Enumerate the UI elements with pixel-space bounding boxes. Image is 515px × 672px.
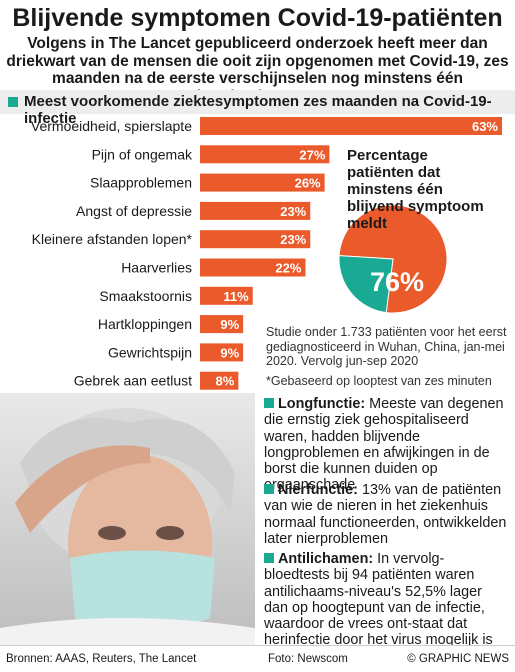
bar <box>200 315 244 334</box>
footer-copyright: © GRAPHIC NEWS <box>407 653 509 665</box>
footer-photo-credit: Foto: Newscom <box>268 653 348 665</box>
bar <box>200 371 239 390</box>
info-square-icon <box>264 553 274 563</box>
info-head: Antilichamen: <box>278 551 374 567</box>
category-label: Haarverlies <box>121 260 192 276</box>
category-label: Hartkloppingen <box>98 316 192 332</box>
info-nierfunctie: Nierfunctie: 13% van de patiënten van wi… <box>264 482 509 547</box>
value-label: 23% <box>280 204 306 219</box>
bar <box>200 201 311 220</box>
value-label: 23% <box>280 232 306 247</box>
bar <box>200 173 325 192</box>
value-label: 11% <box>223 289 249 304</box>
info-square-icon <box>264 398 274 408</box>
study-note: Studie onder 1.733 patiënten voor het ee… <box>266 325 507 368</box>
bar <box>200 145 330 164</box>
bar <box>200 343 244 362</box>
section-square-icon <box>8 97 18 107</box>
footer-sources: Bronnen: AAAS, Reuters, The Lancet <box>6 653 197 665</box>
section-header: Meest voorkomende ziektesymptomen zes ma… <box>0 90 515 127</box>
info-head: Longfunctie: <box>278 396 366 412</box>
bar <box>200 286 253 305</box>
value-label: 9% <box>220 345 239 360</box>
category-label: Slaapproblemen <box>90 175 192 191</box>
symptom-bar-chart: Vermoeidheid, spierslapte 63% Pijn of onge… <box>31 117 502 390</box>
patient-photo <box>0 393 255 645</box>
value-label: 22% <box>275 261 301 276</box>
info-text: Meeste van degenen die ernstig ziek geho… <box>264 396 504 494</box>
page-title: Blijvende symptomen Covid-19-patiënten <box>12 4 503 32</box>
category-label: Pijn of ongemak <box>92 146 193 162</box>
category-label: Angst of depressie <box>76 203 192 219</box>
pie-slice <box>338 255 394 314</box>
info-head: Nierfunctie: <box>278 482 358 498</box>
value-label: 26% <box>295 176 321 191</box>
info-text: 13% van de patiënten van wie de nieren i… <box>264 482 507 547</box>
info-square-icon <box>264 484 274 494</box>
section-title: Meest voorkomende ziektesymptomen zes ma… <box>24 93 492 127</box>
footer: Bronnen: AAAS, Reuters, The Lancet Foto:… <box>0 645 515 672</box>
value-label: 8% <box>216 374 235 389</box>
bar <box>200 117 502 135</box>
value-label: 63% <box>472 119 498 134</box>
info-antilichamen: Antilichamen: In vervolg-bloedtests bij … <box>264 551 509 649</box>
footnote: *Gebaseerd op looptest van zes minuten <box>266 374 492 388</box>
info-text: In vervolg-bloedtests bij 94 patiënten w… <box>264 551 493 649</box>
info-longfunctie: Longfunctie: Meeste van degenen die erns… <box>264 396 509 494</box>
category-label: Vermoeidheid, spierslapte <box>31 118 192 134</box>
value-label: 9% <box>220 317 239 332</box>
category-label: Kleinere afstanden lopen* <box>32 231 193 247</box>
category-label: Smaakstoornis <box>99 288 192 304</box>
value-label: 27% <box>299 147 325 162</box>
patient-illustration <box>0 393 255 645</box>
category-label: Gebrek aan eetlust <box>74 373 192 389</box>
pie-title: Percentage patiënten dat minstens één bl… <box>347 147 484 232</box>
bar <box>200 258 306 277</box>
category-label: Gewrichtspijn <box>108 344 192 360</box>
pie-value-label: 76% <box>370 267 425 297</box>
bar <box>200 230 311 249</box>
